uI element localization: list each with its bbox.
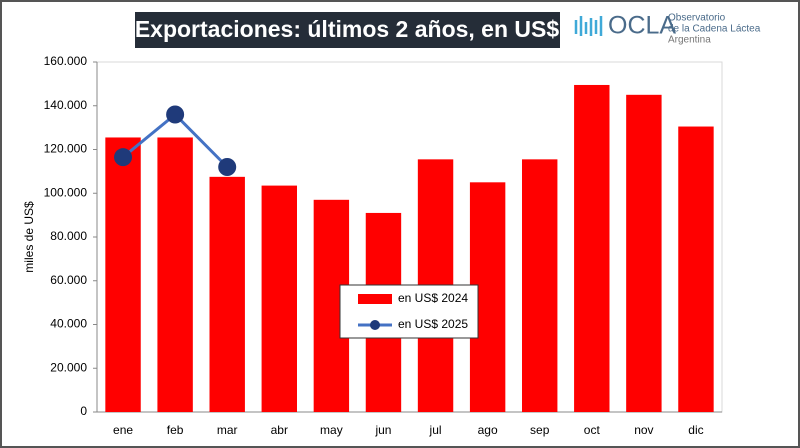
x-tick-label: ago [478, 423, 498, 437]
y-tick-label: 140.000 [44, 98, 88, 112]
marker [218, 158, 237, 176]
title-box [135, 12, 560, 48]
chart-title: Exportaciones: últimos 2 años, en US$ [135, 16, 560, 42]
x-tick-label: sep [530, 423, 550, 437]
x-tick-label: jun [374, 423, 391, 437]
logo-line: de la Cadena Láctea [668, 24, 761, 35]
y-tick-label: 20.000 [50, 360, 87, 374]
plot-area [96, 61, 723, 413]
bar [209, 176, 245, 412]
legend-label: en US$ 2025 [398, 317, 468, 331]
legend-box [339, 284, 479, 339]
y-tick-label: 100.000 [44, 185, 88, 199]
bar [261, 185, 297, 412]
bar [574, 84, 610, 412]
bar [105, 137, 141, 412]
logo-line: Argentina [668, 35, 711, 46]
legend-swatch [370, 320, 380, 330]
logo-name: OCLA [608, 12, 676, 40]
legend-swatch [358, 294, 392, 304]
y-tick-label: 80.000 [50, 229, 87, 243]
x-tick-label: may [320, 423, 343, 437]
bar [522, 159, 558, 412]
x-tick-label: abr [271, 423, 288, 437]
logo: OCLA Observatorio de la Cadena Láctea Ar… [574, 12, 761, 46]
x-tick-label: dic [688, 423, 703, 437]
marker [114, 148, 133, 167]
x-tick-label: jul [429, 423, 442, 437]
y-tick-label: 160.000 [44, 54, 88, 68]
logo-icon [574, 16, 603, 36]
bar [157, 137, 193, 412]
x-tick-label: oct [584, 423, 601, 437]
x-tick-label: mar [217, 423, 238, 437]
y-tick-label: 60.000 [50, 273, 87, 287]
x-tick-label: ene [113, 423, 133, 437]
logo-line: Observatorio [668, 13, 726, 24]
bar [626, 94, 662, 412]
marker [166, 105, 185, 124]
x-tick-label: feb [167, 423, 184, 437]
y-axis-label: miles de US$ [22, 201, 36, 273]
legend-label: en US$ 2024 [398, 291, 468, 305]
y-tick-label: 120.000 [44, 142, 88, 156]
y-tick-label: 0 [80, 404, 87, 418]
bar [678, 126, 714, 412]
x-tick-label: nov [634, 423, 653, 437]
y-tick-label: 40.000 [50, 317, 87, 331]
